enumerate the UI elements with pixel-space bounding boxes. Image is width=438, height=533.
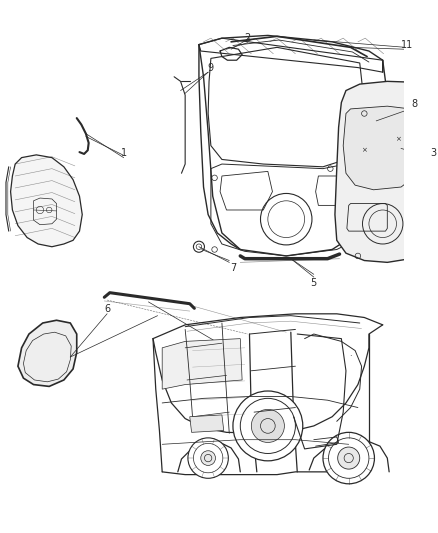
Polygon shape — [335, 82, 435, 262]
Text: 11: 11 — [401, 39, 413, 50]
Circle shape — [251, 409, 284, 442]
Circle shape — [201, 451, 215, 465]
Text: ·: · — [349, 352, 352, 361]
Text: 6: 6 — [104, 304, 110, 314]
Polygon shape — [11, 155, 82, 247]
Text: 5: 5 — [311, 278, 317, 288]
Circle shape — [338, 447, 360, 469]
Text: 8: 8 — [412, 99, 418, 109]
Circle shape — [188, 438, 228, 478]
Text: 9: 9 — [208, 62, 214, 72]
Text: 1: 1 — [120, 148, 127, 158]
Text: 3: 3 — [430, 148, 436, 158]
Circle shape — [194, 241, 205, 252]
Polygon shape — [343, 106, 420, 190]
Polygon shape — [18, 320, 77, 386]
Circle shape — [233, 391, 303, 461]
Text: ×: × — [396, 136, 401, 142]
Text: ×: × — [361, 147, 367, 154]
Circle shape — [323, 432, 374, 484]
Text: 2: 2 — [244, 33, 251, 43]
Polygon shape — [190, 415, 224, 432]
Polygon shape — [162, 338, 242, 389]
Text: 7: 7 — [230, 263, 236, 273]
